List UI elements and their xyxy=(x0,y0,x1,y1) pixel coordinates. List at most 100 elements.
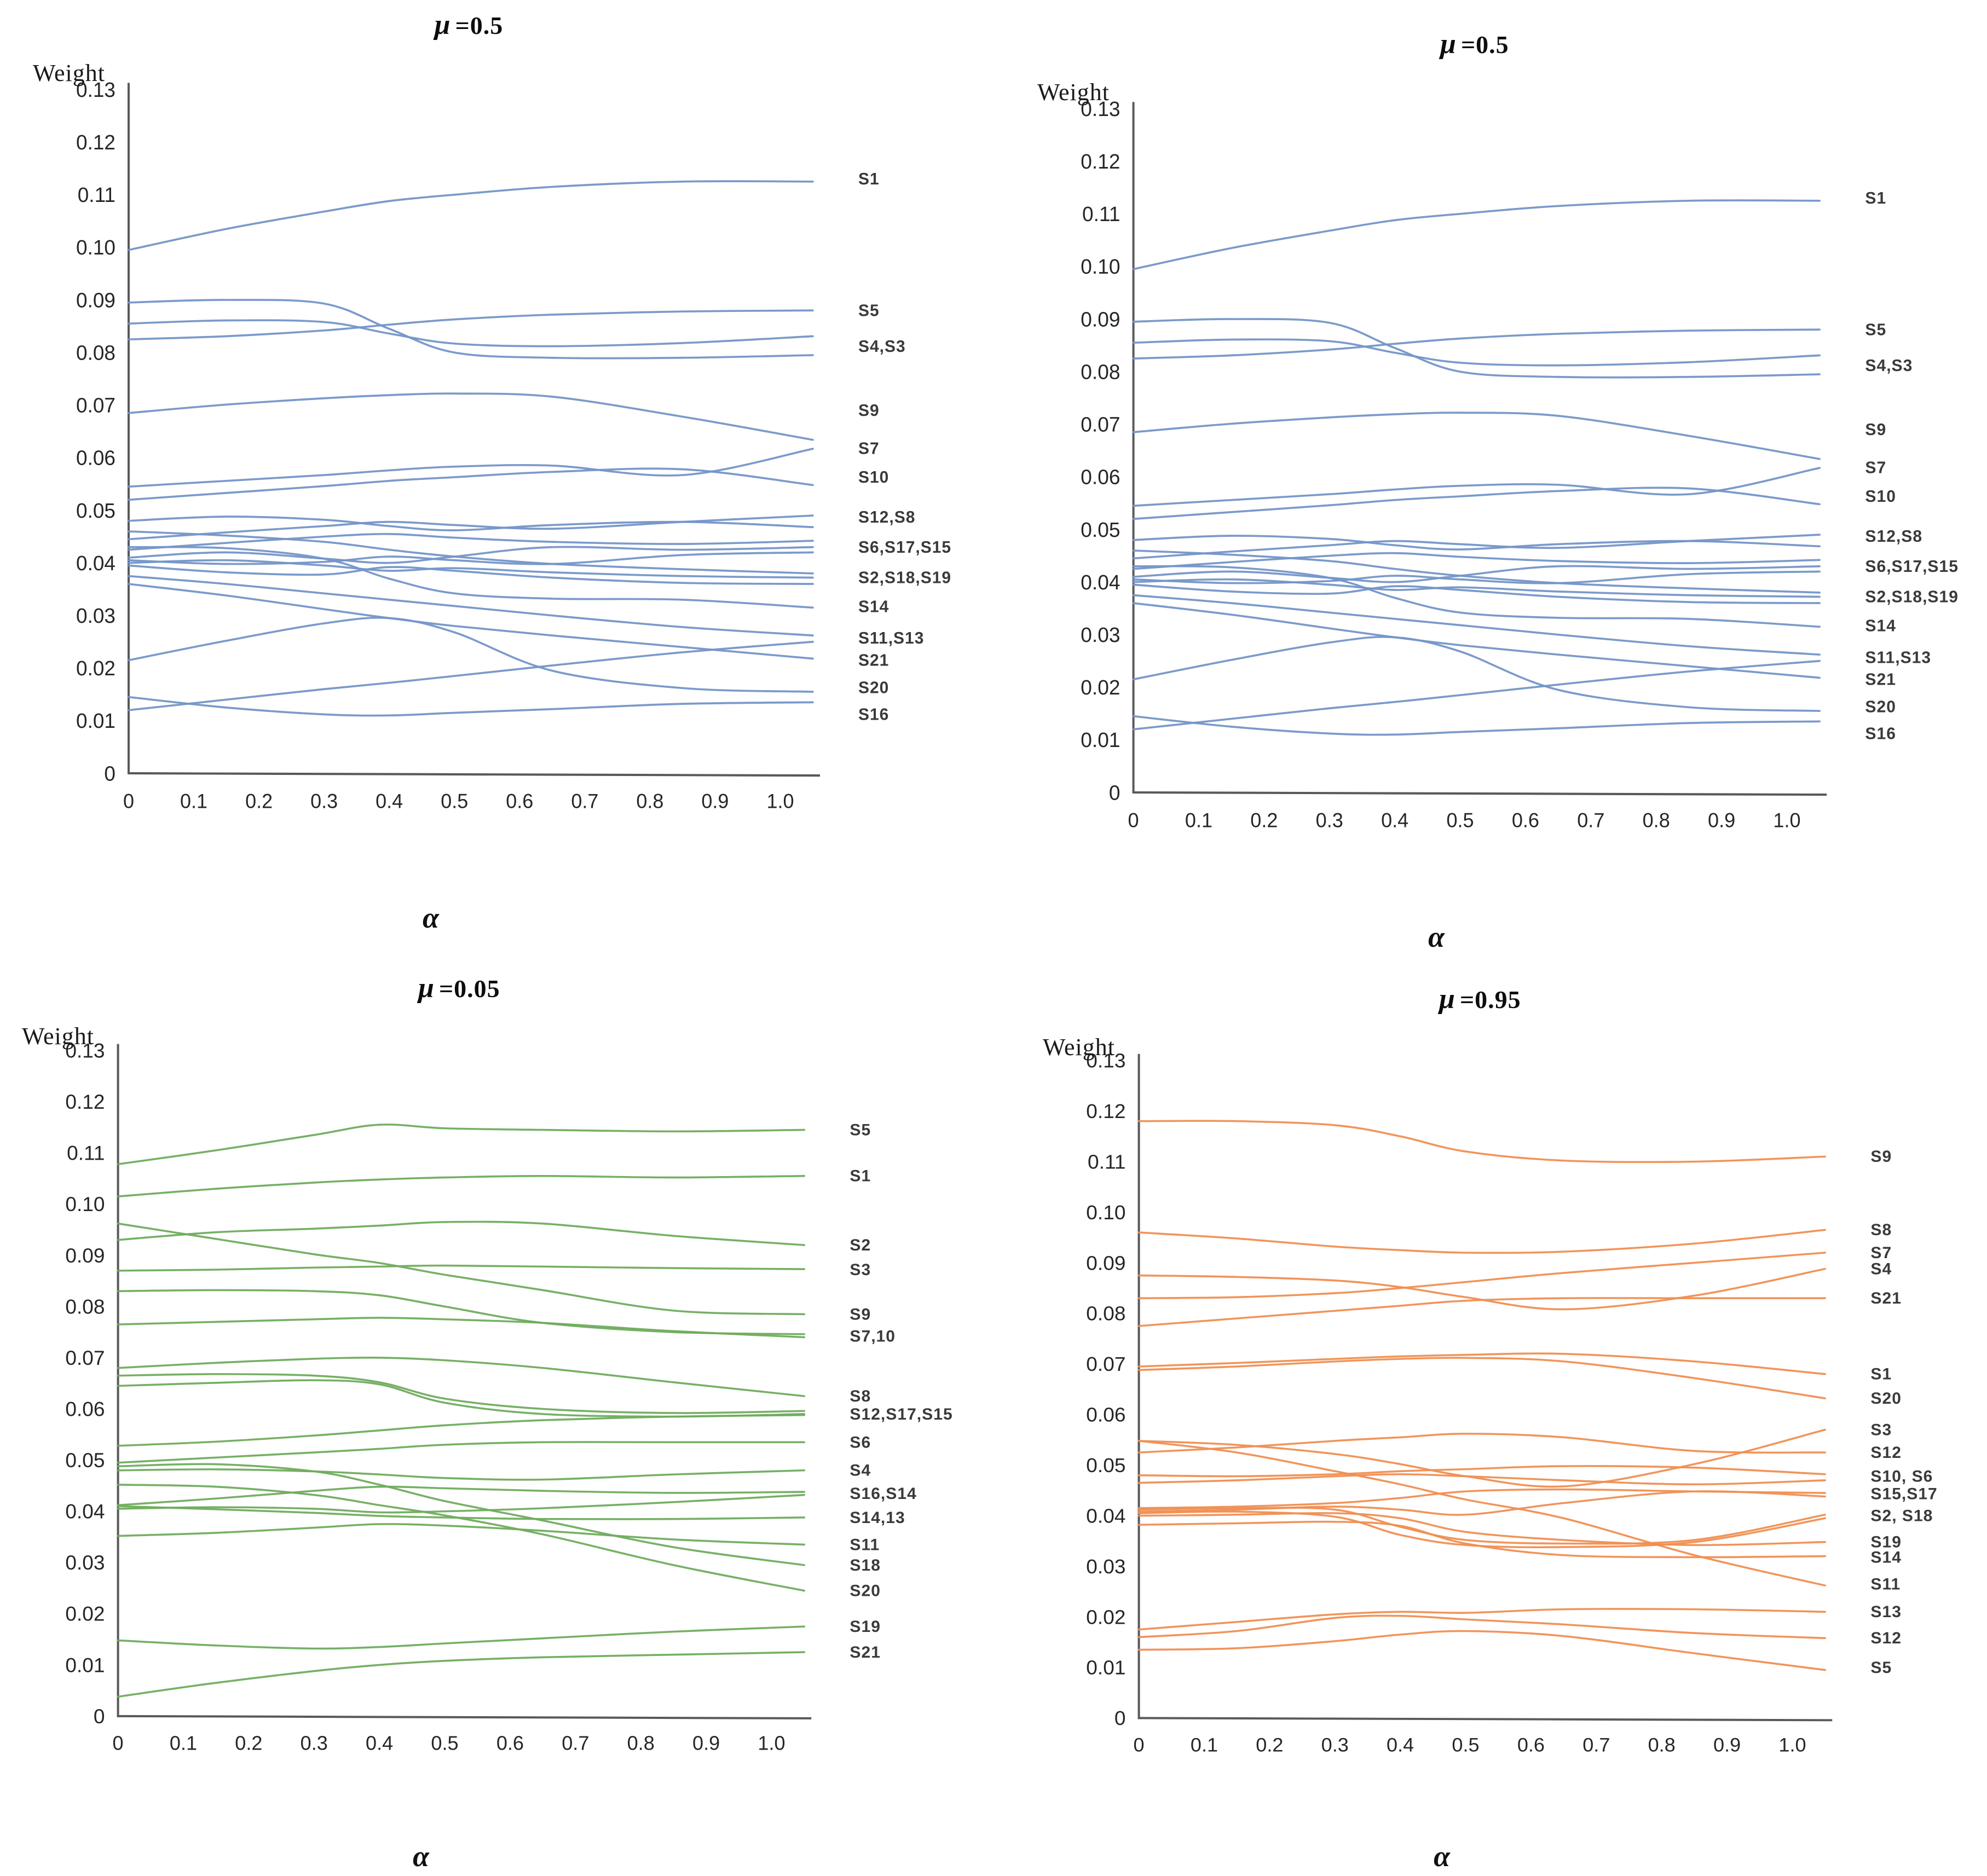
series-end-label-S6: S6 xyxy=(850,1433,871,1451)
series-end-label-S14-13: S14,13 xyxy=(850,1509,905,1527)
series-end-label-S12-S8: S12,S8 xyxy=(1865,527,1922,546)
x-tick-label: 0.2 xyxy=(245,790,273,812)
series-line-S10 xyxy=(1137,1465,1826,1478)
x-tick-label: 0.2 xyxy=(235,1732,262,1755)
series-line-S18 xyxy=(1137,1510,1826,1549)
series-end-label-S21: S21 xyxy=(1865,670,1896,688)
x-tick-label: 0.1 xyxy=(1191,1734,1218,1756)
series-line-S15 xyxy=(128,551,814,565)
plot-area: 0.130.120.110.100.090.080.070.060.050.04… xyxy=(1081,97,1958,832)
series-line-S11 xyxy=(1137,1440,1826,1587)
x-tick-label: 0.3 xyxy=(1321,1734,1349,1756)
series-end-label-S1: S1 xyxy=(850,1167,871,1185)
series-line-S4 xyxy=(128,319,814,348)
series-line-S15 xyxy=(1132,570,1821,584)
y-tick-label: 0.08 xyxy=(65,1295,105,1318)
series-end-label-S12-S8: S12,S8 xyxy=(858,508,915,526)
x-tick-label: 0.8 xyxy=(627,1732,655,1755)
series-line-S13 xyxy=(117,1505,805,1520)
y-tick-label: 0.10 xyxy=(1086,1201,1125,1224)
y-tick-label: 0.03 xyxy=(1086,1555,1125,1578)
series-end-label-S16-S14: S16,S14 xyxy=(850,1485,916,1503)
series-line-S11 xyxy=(1132,594,1821,656)
series-end-label-S11-S13: S11,S13 xyxy=(858,629,924,647)
y-tick-label: 0.12 xyxy=(65,1091,105,1113)
series-end-label-S20: S20 xyxy=(850,1582,881,1600)
series-line-S2 xyxy=(128,530,814,575)
series-line-S3 xyxy=(1132,318,1821,379)
y-tick-label: 0.02 xyxy=(1081,676,1120,699)
series-line-S5 xyxy=(1137,1630,1826,1671)
y-tick-label: 0.06 xyxy=(65,1398,105,1421)
series-end-label-S9: S9 xyxy=(1870,1148,1892,1166)
chart-mu-0.5-right: 0.13 0.12 0.11 0.10 0.09 0.08 0.07 0.06 0.05 0.04… xyxy=(1021,25,1976,955)
series-line-S18 xyxy=(128,559,814,579)
series-end-label-S19: S19 xyxy=(850,1618,881,1636)
y-tick-label: 0.05 xyxy=(1086,1454,1125,1477)
series-end-label-S12: S12 xyxy=(1870,1629,1902,1647)
series-line-S5 xyxy=(1132,328,1821,360)
y-tick-label: 0 xyxy=(104,762,115,785)
series-end-label-S18: S18 xyxy=(850,1556,881,1574)
series-end-label-S4: S4 xyxy=(850,1462,871,1480)
series-end-label-S5: S5 xyxy=(850,1121,871,1139)
plot-area: 0.130.120.110.100.090.080.070.060.050.04… xyxy=(65,1040,952,1755)
series-end-label-S11: S11 xyxy=(1870,1576,1901,1594)
series-line-S14 xyxy=(117,1493,805,1514)
y-tick-label: 0.11 xyxy=(78,183,115,206)
series-end-label-S4-S3: S4,S3 xyxy=(858,338,906,356)
series-line-S9 xyxy=(128,392,814,441)
series-end-label-S14: S14 xyxy=(1870,1549,1902,1567)
series-line-S4 xyxy=(117,1468,805,1481)
series-end-label-S10: S10 xyxy=(858,468,889,487)
x-axis-line xyxy=(1132,791,1827,796)
series-line-S5 xyxy=(117,1124,805,1166)
x-tick-label: 0.1 xyxy=(1185,809,1212,831)
x-tick-label: 0.4 xyxy=(366,1732,393,1755)
series-line-S2 xyxy=(117,1220,805,1246)
y-tick-label: 0.06 xyxy=(1086,1404,1125,1426)
series-line-S1 xyxy=(128,180,814,251)
series-end-label-S20: S20 xyxy=(1870,1389,1902,1408)
x-tick-label: 0.1 xyxy=(170,1732,197,1755)
y-tick-label: 0.03 xyxy=(76,604,115,627)
series-line-S4 xyxy=(1137,1267,1826,1311)
y-tick-label: 0.12 xyxy=(1086,1100,1125,1122)
series-line-S16 xyxy=(128,696,814,717)
y-tick-label: 0.05 xyxy=(1081,518,1120,541)
y-tick-label: 0.04 xyxy=(1081,571,1120,594)
series-line-S9 xyxy=(1137,1120,1826,1163)
series-line-S14 xyxy=(1137,1520,1826,1559)
mu-value: =0.5 xyxy=(455,11,504,39)
series-line-S20 xyxy=(128,616,814,693)
series-line-S18 xyxy=(1132,578,1821,598)
x-axis-label: α xyxy=(1428,920,1445,953)
x-tick-label: 0.2 xyxy=(1250,809,1278,831)
series-end-label-S1: S1 xyxy=(1865,189,1886,207)
series-line-S6 xyxy=(1137,1473,1826,1486)
series-end-label-S7: S7 xyxy=(1865,458,1886,477)
x-tick-label: 0.7 xyxy=(1582,1734,1610,1756)
x-tick-label: 0.5 xyxy=(1452,1734,1479,1756)
series-line-S20 xyxy=(1137,1357,1826,1399)
x-tick-label: 0.8 xyxy=(1643,809,1670,831)
series-line-S19 xyxy=(117,1625,805,1650)
mu-symbol: μ xyxy=(1439,983,1455,1015)
series-line-S19 xyxy=(128,564,814,585)
series-line-S2 xyxy=(1137,1507,1826,1545)
y-tick-label: 0.01 xyxy=(65,1654,105,1676)
x-tick-label: 0.9 xyxy=(692,1732,720,1755)
mu-symbol: μ xyxy=(1440,28,1457,60)
series-line-S8 xyxy=(117,1357,805,1397)
x-tick-label: 0.9 xyxy=(1713,1734,1741,1756)
series-end-label-S12: S12 xyxy=(1870,1444,1902,1462)
x-tick-label: 1.0 xyxy=(1778,1734,1806,1756)
series-end-label-S11-S13: S11,S13 xyxy=(1865,648,1931,667)
series-line-S9 xyxy=(1132,412,1821,460)
series-line-S6 xyxy=(1132,552,1821,570)
mu-value: =0.95 xyxy=(1459,986,1521,1014)
x-tick-label: 0.9 xyxy=(701,790,729,812)
series-end-label-S9: S9 xyxy=(850,1305,871,1323)
y-tick-label: 0.07 xyxy=(65,1347,105,1369)
y-tick-label: 0.13 xyxy=(65,1040,105,1062)
